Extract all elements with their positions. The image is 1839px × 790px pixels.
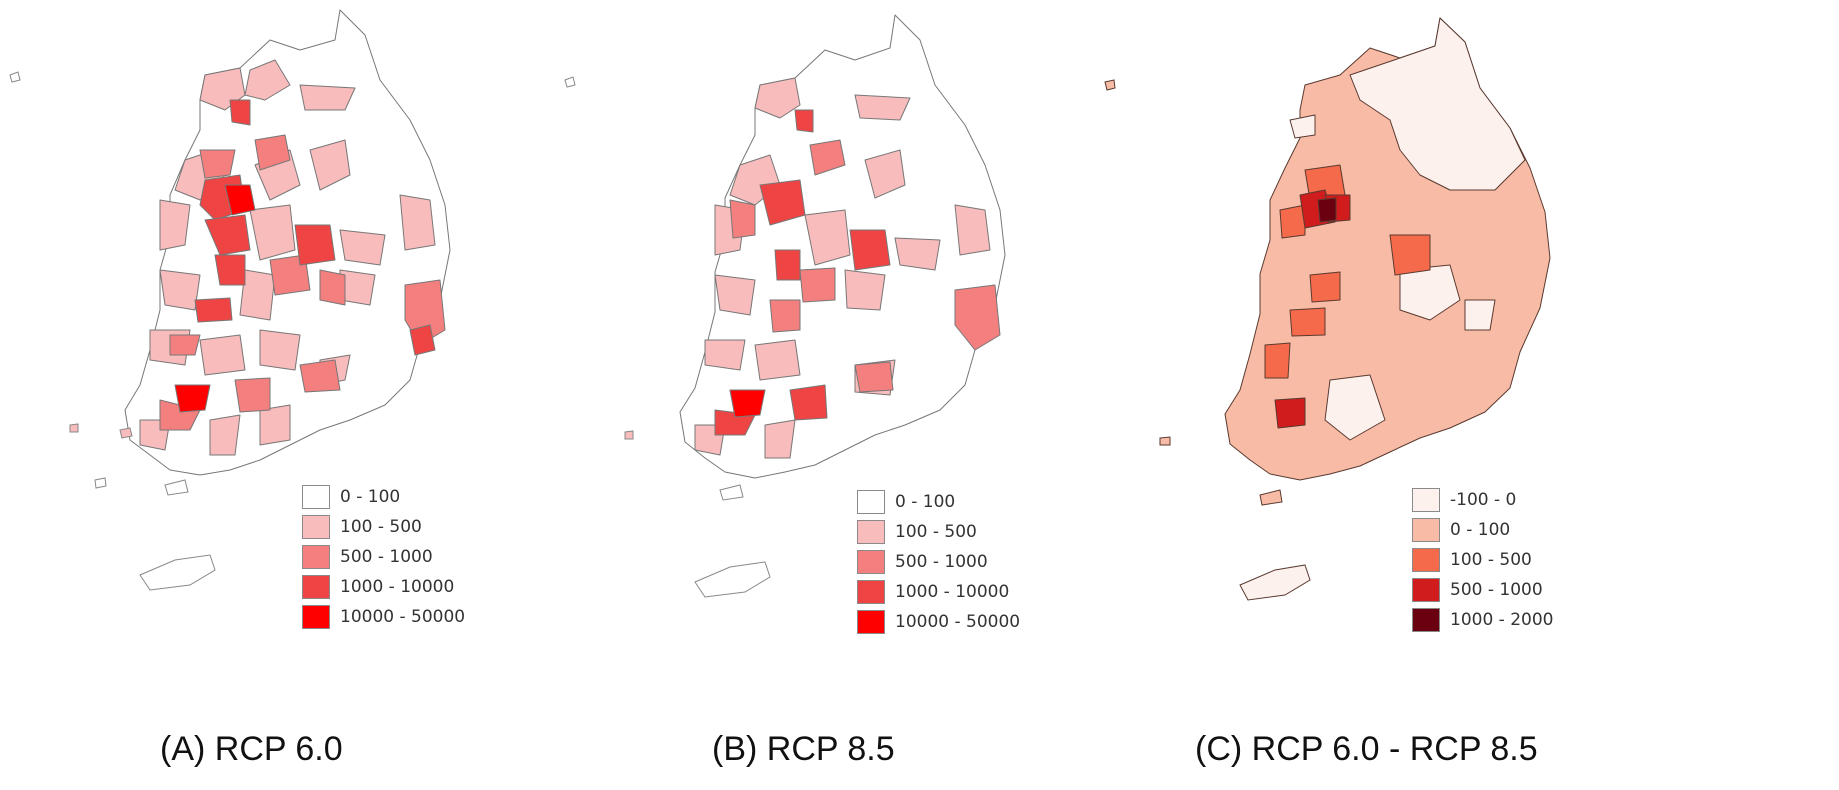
legend-swatch (302, 545, 330, 569)
legend-item: 100 - 500 (857, 517, 1020, 547)
legend-item: 500 - 1000 (1412, 575, 1553, 605)
legend-swatch (302, 515, 330, 539)
legend-label: 1000 - 10000 (895, 582, 1010, 602)
korea-map-a (9, 9, 451, 591)
jeju-island (139, 554, 216, 591)
legend-label: 0 - 100 (340, 487, 401, 507)
legend-label: 10000 - 50000 (340, 607, 466, 627)
legend-label: 500 - 1000 (1450, 580, 1543, 600)
legend-swatch (302, 575, 330, 599)
legend-swatch (857, 520, 885, 544)
legend-swatch (1412, 578, 1440, 602)
legend-label: 10000 - 50000 (895, 612, 1021, 632)
legend-item: 10000 - 50000 (302, 602, 465, 632)
caption-b: (B) RCP 8.5 (712, 730, 895, 768)
legend-swatch (1412, 518, 1440, 542)
legend-swatch (857, 580, 885, 604)
korea-map-b (564, 14, 1006, 598)
jeju-island (1239, 564, 1311, 601)
caption-a: (A) RCP 6.0 (160, 730, 343, 768)
legend-label: -100 - 0 (1450, 490, 1517, 510)
legend-item: 100 - 500 (302, 512, 465, 542)
map-panel-c: -100 - 0 0 - 100 100 - 500 500 - 1000 10… (1100, 0, 1713, 790)
legend-item: 100 - 500 (1412, 545, 1553, 575)
map-panel-a: 0 - 100 100 - 500 500 - 1000 1000 - 1000… (0, 0, 613, 790)
legend-item: 1000 - 10000 (857, 577, 1020, 607)
legend-label: 100 - 500 (1450, 550, 1532, 570)
legend-swatch (302, 485, 330, 509)
legend-label: 500 - 1000 (895, 552, 988, 572)
legend-swatch (302, 605, 330, 629)
legend-c: -100 - 0 0 - 100 100 - 500 500 - 1000 10… (1412, 485, 1553, 635)
legend-swatch (857, 550, 885, 574)
jeju-island (694, 561, 771, 598)
legend-b: 0 - 100 100 - 500 500 - 1000 1000 - 1000… (857, 487, 1020, 637)
legend-item: 10000 - 50000 (857, 607, 1020, 637)
legend-label: 100 - 500 (340, 517, 422, 537)
legend-item: 500 - 1000 (857, 547, 1020, 577)
caption-c: (C) RCP 6.0 - RCP 8.5 (1195, 730, 1538, 768)
legend-label: 0 - 100 (1450, 520, 1511, 540)
legend-label: 500 - 1000 (340, 547, 433, 567)
legend-item: 0 - 100 (1412, 515, 1553, 545)
legend-item: 1000 - 10000 (302, 572, 465, 602)
legend-item: 500 - 1000 (302, 542, 465, 572)
legend-item: -100 - 0 (1412, 485, 1553, 515)
legend-label: 100 - 500 (895, 522, 977, 542)
legend-item: 0 - 100 (302, 482, 465, 512)
legend-item: 0 - 100 (857, 487, 1020, 517)
legend-swatch (1412, 608, 1440, 632)
legend-label: 1000 - 10000 (340, 577, 455, 597)
legend-swatch (1412, 548, 1440, 572)
legend-swatch (857, 610, 885, 634)
legend-swatch (1412, 488, 1440, 512)
legend-item: 1000 - 2000 (1412, 605, 1553, 635)
legend-a: 0 - 100 100 - 500 500 - 1000 1000 - 1000… (302, 482, 465, 632)
legend-label: 1000 - 2000 (1450, 610, 1554, 630)
legend-label: 0 - 100 (895, 492, 956, 512)
map-panel-b: 0 - 100 100 - 500 500 - 1000 1000 - 1000… (555, 0, 1168, 790)
korea-map-c (1104, 17, 1551, 601)
legend-swatch (857, 490, 885, 514)
